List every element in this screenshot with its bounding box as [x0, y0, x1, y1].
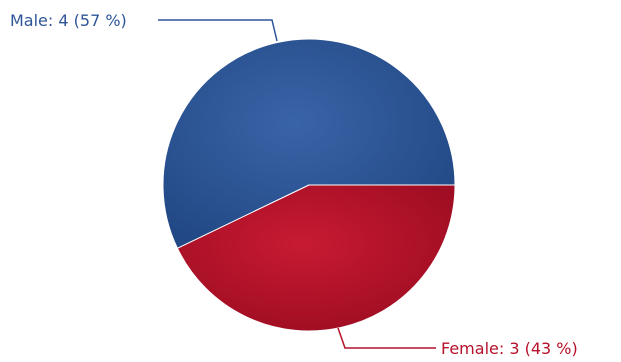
pie-slice-male [162, 38, 456, 250]
slice-label-female: Female: 3 (43 %) [441, 339, 578, 358]
pie-slice-female [176, 184, 456, 332]
leader-line-male [158, 19, 278, 42]
leader-line-female [337, 327, 436, 349]
slice-label-male: Male: 4 (57 %) [10, 11, 127, 30]
